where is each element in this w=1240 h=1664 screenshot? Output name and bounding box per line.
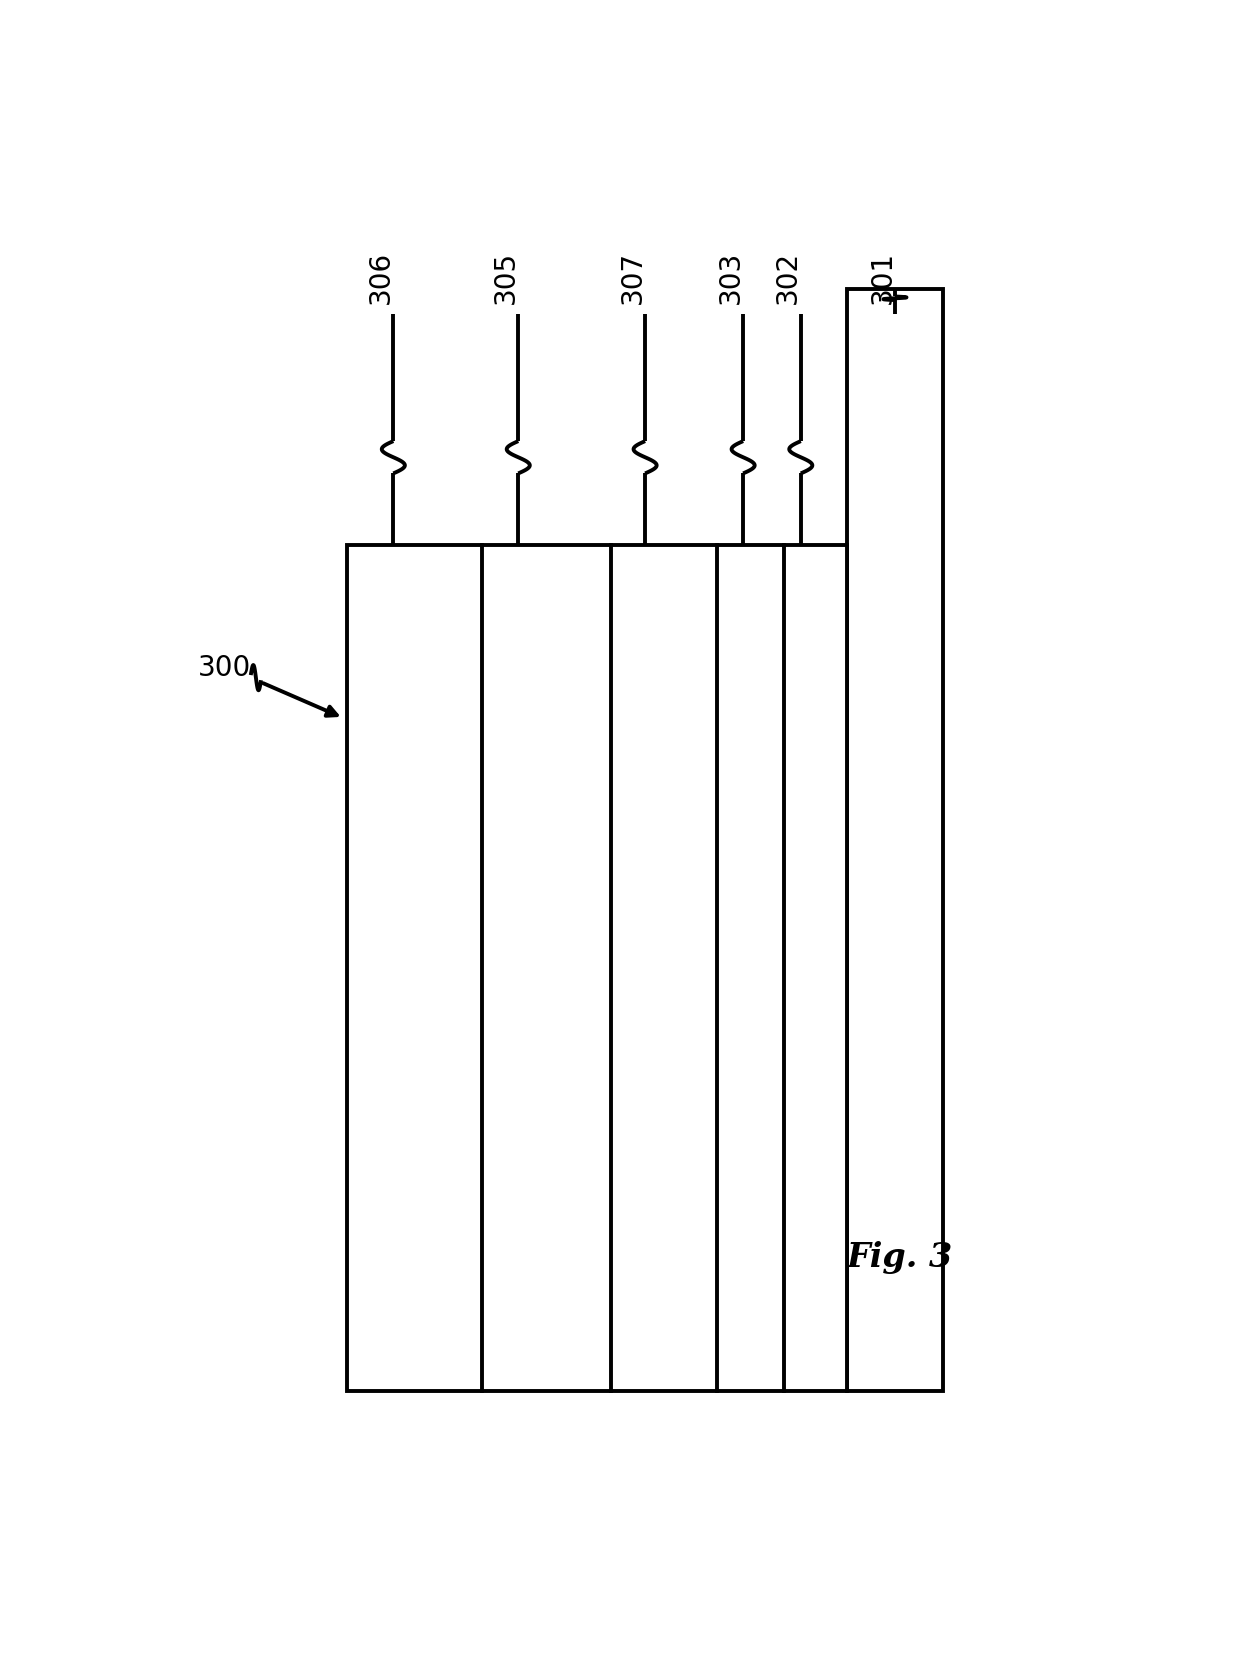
Bar — [847, 290, 942, 1391]
Text: Fig. 3: Fig. 3 — [847, 1240, 954, 1273]
Text: 307: 307 — [619, 251, 646, 305]
Text: 306: 306 — [367, 251, 394, 305]
Text: 301: 301 — [868, 251, 897, 305]
Text: 300: 300 — [198, 654, 252, 681]
Text: 305: 305 — [492, 251, 520, 305]
Text: 302: 302 — [774, 251, 802, 305]
Bar — [347, 546, 847, 1391]
Text: 303: 303 — [717, 251, 745, 305]
